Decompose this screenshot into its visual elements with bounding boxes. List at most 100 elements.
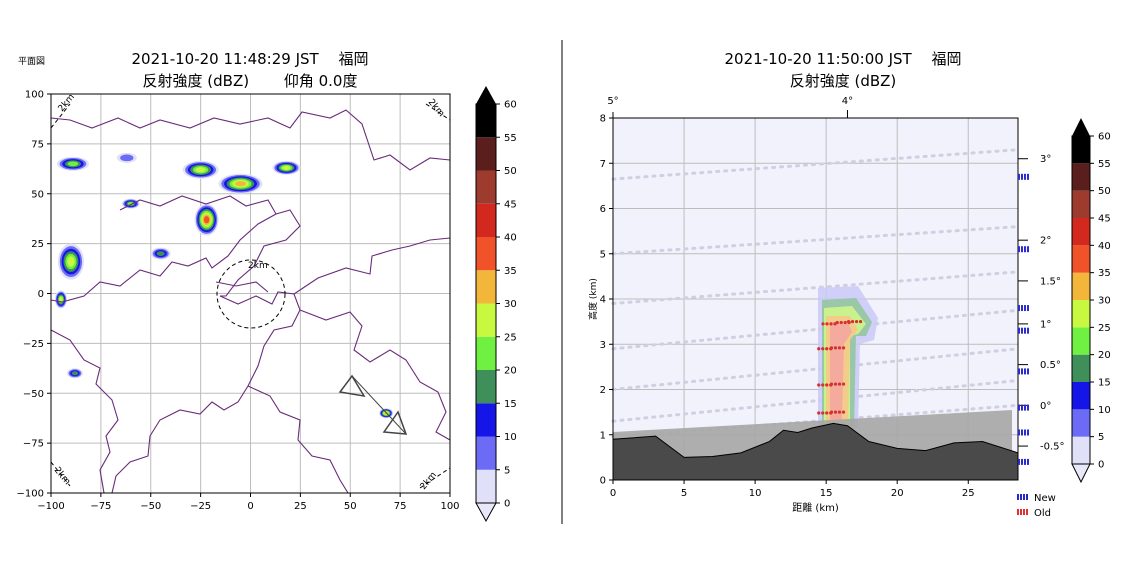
colorbar-tick-label: 25 [1098, 323, 1111, 334]
elevation-beam-line [611, 148, 1020, 181]
new-scan-marker [1018, 246, 1029, 253]
colorbar-tick-label: 35 [1098, 268, 1111, 279]
old-scan-point [817, 383, 821, 387]
y-tick-label: 8 [600, 114, 606, 125]
colorbar-segment [1072, 136, 1090, 164]
elevation-label: 1.5° [1040, 276, 1061, 287]
x-tick-label: 0 [247, 501, 253, 512]
echo-region-layer [120, 154, 134, 162]
boundary-lines [50, 109, 451, 494]
range-ring-arc-sw [50, 461, 71, 487]
colorbar-tick-label: 40 [504, 233, 517, 244]
old-scan-points [817, 320, 863, 415]
new-scan-marker [1018, 368, 1029, 375]
echo-region-layer [282, 165, 291, 170]
old-scan-point [841, 410, 846, 414]
colorbar-tick-label: 35 [504, 266, 517, 277]
y-tick-label: −75 [23, 439, 44, 450]
colorbar-segment [1072, 163, 1090, 191]
boundary-line-west [50, 329, 119, 494]
y-tick-label: 0 [600, 476, 606, 487]
y-tick-label: 75 [31, 139, 44, 150]
new-scan-marker [1018, 305, 1029, 312]
colorbar-tick-label: 45 [504, 199, 517, 210]
echo-region-layer [127, 202, 134, 206]
legend-old-marker [1017, 509, 1028, 515]
y-tick-label: 25 [31, 239, 44, 250]
x-tick-label: 15 [820, 488, 833, 499]
old-scan-point [825, 322, 829, 326]
old-scan-point [821, 347, 825, 351]
colorbar-segment [476, 270, 496, 304]
echo-region-layer [203, 216, 210, 224]
legend-new-marker [1017, 494, 1028, 500]
legend: New Old [1017, 493, 1056, 519]
colorbar-segment [1072, 354, 1090, 382]
boundary-line-southeast [299, 309, 451, 441]
x-tick-label: 100 [440, 501, 459, 512]
colorbar-tick-label: 10 [504, 432, 517, 443]
old-scan-point [829, 382, 834, 386]
new-scan-marker [1018, 404, 1029, 411]
elevation-label: 3° [1040, 154, 1051, 165]
x-tick-label: −100 [37, 501, 64, 512]
colorbar-left: 0 5 10 15 20 25 30 35 40 45 50 55 60 [475, 86, 517, 523]
y-tick-label: 0 [38, 289, 44, 300]
cross-section-triangle-b [382, 410, 408, 435]
y-tick-label: 1 [600, 430, 606, 441]
colorbar-segment [476, 303, 496, 337]
x-tick-label: 0 [610, 488, 616, 499]
colorbar-segment [1072, 190, 1090, 218]
old-scan-point [833, 346, 838, 350]
right-title-line2: 反射強度 (dBZ) [790, 72, 897, 90]
elevation-label: 1° [1040, 319, 1051, 330]
echo-region-layer [59, 296, 63, 303]
colorbar-tick-label: 30 [504, 299, 517, 310]
right-title-line1: 2021-10-20 11:50:00 JST 福岡 [725, 50, 962, 68]
echo-region-layer [235, 181, 247, 187]
y-axis-label: 高度 (km) [587, 278, 599, 320]
colorbar-segment [476, 237, 496, 271]
colorbar-tick-label: 55 [1098, 159, 1111, 170]
old-scan-point [854, 320, 859, 324]
colorbar-tick-label: 20 [1098, 350, 1111, 361]
elevation-beam-line [611, 225, 1020, 256]
colorbar-tick-label: 0 [1098, 460, 1104, 471]
old-scan-point [833, 410, 838, 414]
y-tick-label: 3 [600, 340, 606, 351]
old-scan-point [821, 383, 825, 387]
old-scan-point [829, 322, 833, 326]
colorbar-tick-label: 30 [1098, 296, 1111, 307]
terrain-profile [612, 422, 1019, 481]
colorbar-top-arrow [476, 86, 496, 104]
colorbar-tick-label: 25 [504, 332, 517, 343]
colorbar-tick-label: 60 [1098, 132, 1111, 143]
colorbar-segment [1072, 272, 1090, 300]
old-scan-point [825, 347, 829, 351]
y-tick-label: −25 [23, 339, 44, 350]
echo-region-layer [71, 371, 79, 376]
x-tick-label: −25 [190, 501, 211, 512]
elevation-label: 0.5° [1040, 360, 1061, 371]
old-scan-point [843, 320, 847, 325]
colorbar-segment [1072, 218, 1090, 246]
colorbar-segment [476, 104, 496, 138]
colorbar-tick-label: 5 [504, 465, 510, 476]
colorbar-segment [476, 137, 496, 171]
old-scan-point [829, 410, 834, 414]
colorbar-tick-label: 15 [504, 399, 517, 410]
elevation-beam-line [611, 308, 1020, 351]
old-scan-point [837, 382, 842, 386]
old-scan-point [837, 410, 842, 414]
elevation-beam-line [611, 270, 1020, 306]
plan-view-grid [50, 93, 451, 494]
old-scan-point [817, 347, 821, 351]
colorbar-tick-label: 60 [504, 100, 517, 111]
old-scan-point [817, 411, 821, 415]
colorbar-tick-label: 40 [1098, 241, 1111, 252]
y-tick-label: −100 [17, 489, 44, 500]
elevation-label: -0.5° [1040, 442, 1065, 453]
echo-region-layer [67, 256, 75, 267]
colorbar-segment [476, 370, 496, 404]
x-tick-label: 20 [891, 488, 904, 499]
